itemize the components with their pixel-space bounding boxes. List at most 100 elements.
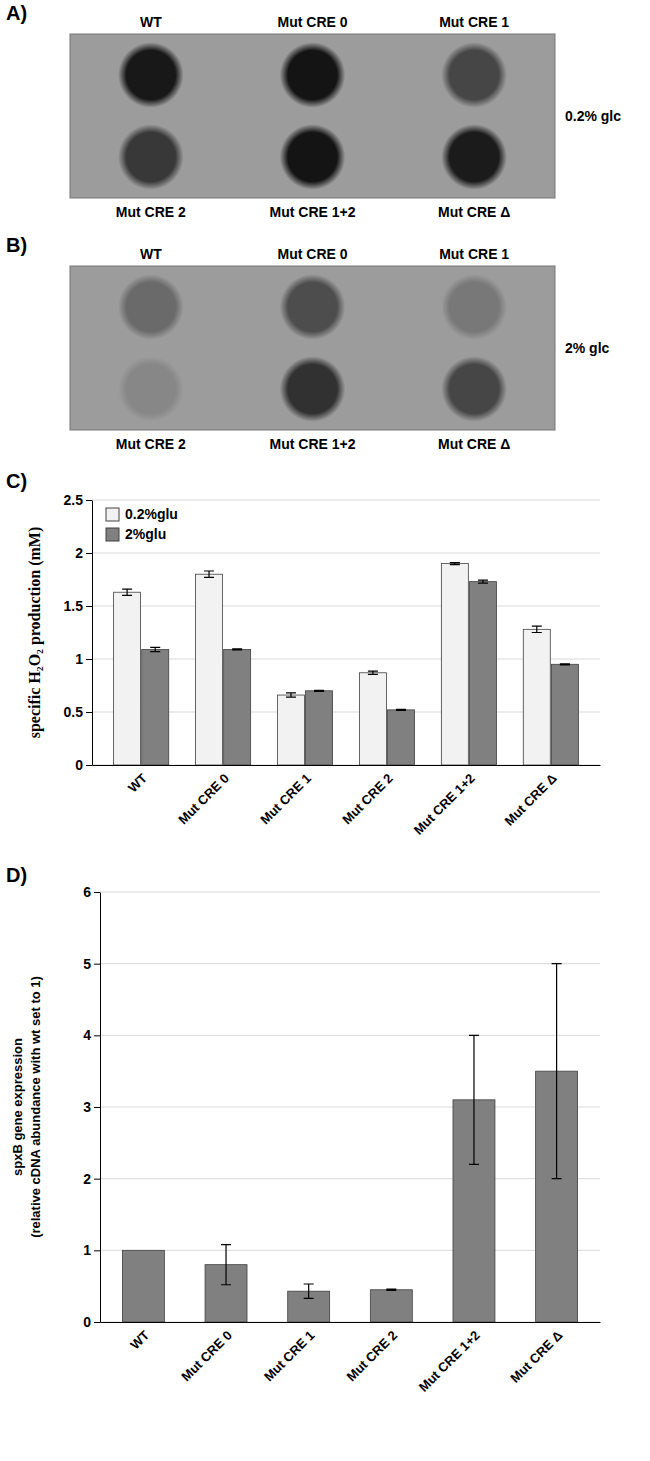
error-bar	[560, 664, 570, 665]
x-tick: WT	[125, 765, 150, 795]
y-tick: 2	[83, 1171, 100, 1187]
y-axis-line	[100, 893, 101, 1323]
y-tick-label: 2	[75, 545, 83, 561]
x-tick-label: Mut CRE Δ	[502, 771, 560, 829]
bar	[196, 574, 223, 765]
spot-label: WT	[140, 14, 162, 30]
figure: A) WT Mut CRE 0 Mut CRE 1 Mut CRE 2 Mut CRE 1…	[0, 0, 650, 1461]
x-tick-label: Mut CRE 1	[257, 771, 314, 828]
x-tick: Mut CRE Δ	[502, 765, 560, 829]
bar-panel: D)0123456WTMut CRE 0Mut CRE 1Mut CRE 2Mu…	[6, 864, 601, 1395]
y-tick-label: 4	[83, 1027, 91, 1043]
x-tick: Mut CRE 2	[344, 1322, 401, 1384]
spot-label: Mut CRE 1+2	[270, 436, 356, 452]
spot-label: Mut CRE 1	[439, 14, 509, 30]
y-axis-line	[92, 501, 93, 766]
spot	[441, 124, 507, 190]
x-tick-label: Mut CRE 1+2	[416, 1328, 483, 1395]
annotation: 2% glc	[565, 340, 610, 356]
spot	[118, 274, 184, 340]
y-tick-label: 0.5	[64, 704, 84, 720]
grid-line	[100, 1322, 600, 1323]
y-tick: 2	[75, 545, 92, 561]
y-tick: 0.5	[64, 704, 92, 720]
bar	[370, 1290, 412, 1322]
y-tick-mark	[94, 1179, 100, 1180]
x-axis-line	[101, 1322, 601, 1323]
y-axis-title: specific H₂O₂ production (mM)	[26, 527, 44, 739]
y-tick: 1	[83, 1242, 100, 1258]
y-tick-mark	[94, 1250, 100, 1251]
legend-label: 2%glu	[125, 526, 166, 542]
spot-label: Mut CRE Δ	[438, 436, 510, 452]
error-bar	[286, 693, 296, 697]
error-bar	[532, 626, 542, 632]
y-tick: 3	[83, 1099, 100, 1115]
x-tick-label: Mut CRE 0	[178, 1328, 235, 1385]
grid-line	[100, 892, 600, 893]
y-tick-label: 1	[75, 651, 83, 667]
x-axis-line	[93, 765, 601, 766]
spot	[280, 356, 346, 422]
error-bar	[478, 580, 488, 583]
x-tick: Mut CRE 1+2	[411, 765, 478, 838]
x-tick: Mut CRE Δ	[507, 1322, 565, 1386]
x-tick-label: Mut CRE 1	[261, 1328, 318, 1385]
y-tick-mark	[94, 1107, 100, 1108]
legend-swatch	[106, 528, 119, 541]
panel-letter: C)	[6, 470, 27, 492]
y-tick-mark	[86, 553, 92, 554]
y-tick: 1.5	[64, 598, 92, 614]
error-bar	[552, 964, 562, 1179]
spot	[280, 42, 346, 108]
x-tick: Mut CRE 1	[257, 765, 314, 827]
grid-line	[100, 1178, 600, 1179]
spot	[441, 356, 507, 422]
spot	[118, 42, 184, 108]
bar	[359, 673, 386, 765]
bar	[388, 710, 415, 765]
x-tick: Mut CRE 1+2	[416, 1322, 483, 1395]
y-axis: 0123456	[83, 884, 100, 1330]
x-tick-label: WT	[125, 771, 150, 796]
x-tick-label: Mut CRE 2	[339, 771, 396, 828]
y-tick-mark	[94, 1322, 100, 1323]
y-tick-mark	[94, 892, 100, 893]
grid-line	[100, 963, 600, 964]
spot	[441, 274, 507, 340]
x-tick-label: Mut CRE 0	[175, 771, 232, 828]
plate-panel: A)WTMut CRE 0Mut CRE 1Mut CRE 2Mut CRE 1…	[6, 2, 621, 220]
y-axis-title: (relative cDNA abundance with wt set to …	[28, 976, 43, 1238]
y-tick-mark	[86, 606, 92, 607]
error-bar	[122, 589, 132, 595]
grid-line	[100, 1035, 600, 1036]
panel-letter: A)	[6, 2, 27, 24]
bar	[224, 649, 251, 765]
error-bar	[150, 647, 160, 651]
plate-background	[70, 266, 555, 430]
plot-area	[122, 964, 577, 1322]
y-tick: 6	[83, 884, 100, 900]
spot-label: Mut CRE 0	[278, 14, 348, 30]
y-tick-mark	[86, 712, 92, 713]
grid-line	[92, 553, 600, 554]
spot-label: Mut CRE Δ	[438, 204, 510, 220]
legend-label: 0.2%glu	[125, 506, 178, 522]
spot	[118, 124, 184, 190]
plot-area	[114, 563, 579, 765]
error-bar	[232, 649, 242, 650]
y-tick: 0	[75, 757, 92, 773]
error-bar	[386, 1289, 396, 1290]
annotation: 0.2% glc	[565, 108, 621, 124]
y-tick-label: 2.5	[64, 492, 84, 508]
x-tick-label: WT	[127, 1328, 152, 1353]
x-tick: Mut CRE 0	[175, 765, 232, 827]
error-bar	[469, 1035, 479, 1164]
error-bar	[304, 1284, 314, 1298]
bar	[122, 1250, 164, 1322]
bar	[114, 592, 141, 765]
panel-letter: D)	[6, 864, 27, 886]
y-tick-mark	[94, 964, 100, 965]
x-tick: Mut CRE 2	[339, 765, 396, 827]
y-tick-label: 0	[75, 757, 83, 773]
